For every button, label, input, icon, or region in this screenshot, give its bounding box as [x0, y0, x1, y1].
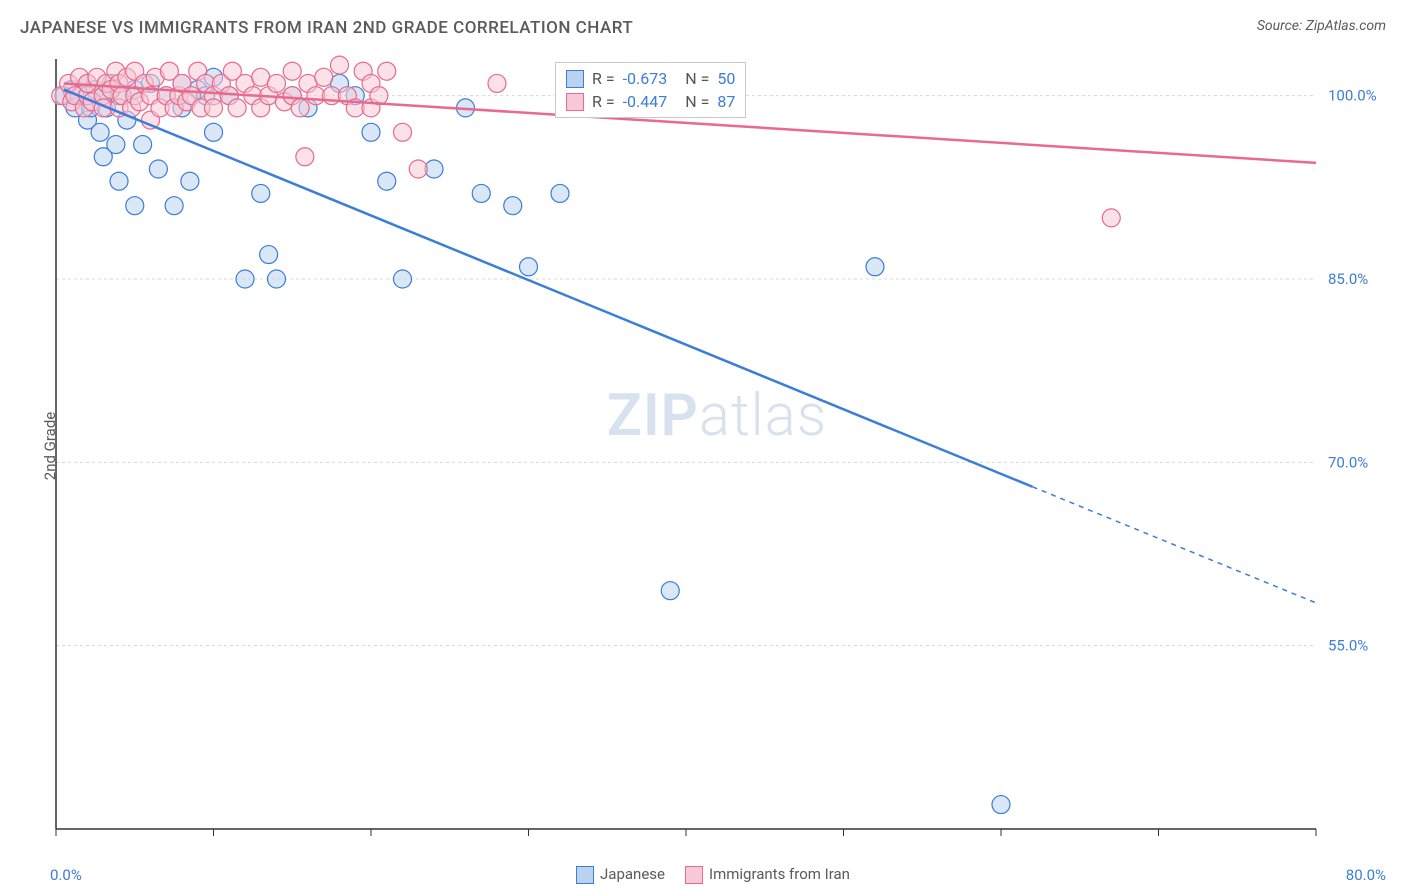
- scatter-point: [126, 197, 144, 215]
- scatter-point: [149, 160, 167, 178]
- scatter-point: [661, 582, 679, 600]
- scatter-point: [362, 123, 380, 141]
- stats-r-value: -0.447: [623, 92, 668, 111]
- legend-label: Japanese: [600, 865, 665, 883]
- legend-swatch: [685, 866, 703, 884]
- scatter-point: [394, 270, 412, 288]
- scatter-point: [520, 258, 538, 276]
- scatter-point: [205, 123, 223, 141]
- regression-extrapolation: [1033, 487, 1317, 603]
- stats-n-value: 87: [717, 92, 735, 111]
- scatter-point: [134, 136, 152, 154]
- scatter-point: [472, 184, 490, 202]
- scatter-point: [205, 99, 223, 117]
- scatter-point: [296, 148, 314, 166]
- stats-row: R = -0.447 N = 87: [566, 90, 735, 113]
- stats-r-label: R =: [592, 92, 615, 111]
- stats-swatch: [566, 93, 584, 111]
- scatter-point: [260, 246, 278, 264]
- scatter-point: [181, 172, 199, 190]
- scatter-point: [268, 270, 286, 288]
- stats-n-label: N =: [685, 69, 709, 88]
- chart-title: JAPANESE VS IMMIGRANTS FROM IRAN 2ND GRA…: [20, 18, 633, 38]
- correlation-stats-box: R = -0.673 N = 50 R = -0.447 N = 87: [555, 62, 746, 118]
- scatter-point: [236, 270, 254, 288]
- scatter-point: [378, 62, 396, 80]
- scatter-point: [291, 99, 309, 117]
- scatter-point: [283, 62, 301, 80]
- scatter-point: [1102, 209, 1120, 227]
- scatter-point: [504, 197, 522, 215]
- stats-swatch: [566, 70, 584, 88]
- legend-swatch: [576, 866, 594, 884]
- scatter-point: [91, 123, 109, 141]
- stats-r-value: -0.673: [623, 69, 668, 88]
- scatter-point: [252, 184, 270, 202]
- scatter-point: [228, 99, 246, 117]
- chart-plot-area: 55.0%70.0%85.0%100.0% ZIPatlas: [48, 55, 1386, 857]
- source-attribution: Source: ZipAtlas.com: [1257, 18, 1386, 34]
- regression-line: [64, 90, 1033, 487]
- scatter-point: [315, 68, 333, 86]
- y-tick-label: 100.0%: [1328, 87, 1377, 105]
- scatter-point: [331, 56, 349, 74]
- scatter-point: [394, 123, 412, 141]
- y-tick-label: 85.0%: [1328, 270, 1368, 288]
- scatter-point: [409, 160, 427, 178]
- scatter-point: [165, 197, 183, 215]
- legend-label: Immigrants from Iran: [709, 865, 850, 883]
- scatter-point: [378, 172, 396, 190]
- stats-n-value: 50: [717, 69, 735, 88]
- stats-row: R = -0.673 N = 50: [566, 67, 735, 90]
- scatter-point: [107, 136, 125, 154]
- y-tick-label: 55.0%: [1328, 637, 1368, 655]
- scatter-point: [551, 184, 569, 202]
- scatter-point: [268, 74, 286, 92]
- scatter-point: [110, 172, 128, 190]
- y-tick-label: 70.0%: [1328, 453, 1368, 471]
- scatter-point: [866, 258, 884, 276]
- stats-r-label: R =: [592, 69, 615, 88]
- scatter-point: [992, 796, 1010, 814]
- footer-legend: Japanese Immigrants from Iran: [0, 865, 1406, 884]
- scatter-point: [488, 74, 506, 92]
- stats-n-label: N =: [685, 92, 709, 111]
